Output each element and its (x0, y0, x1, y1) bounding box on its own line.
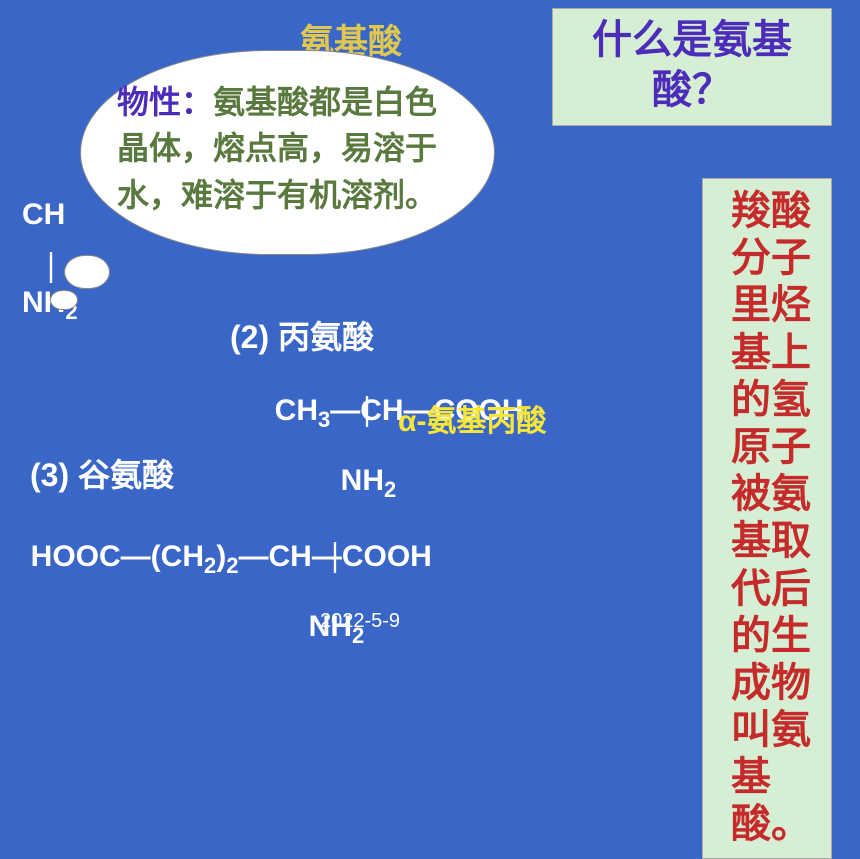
item2-nh2: NH2 (324, 424, 396, 499)
item2-alpha-label: α-氨基丙酸 (398, 396, 546, 440)
speech-bubble: 物性：氨基酸都是白色晶体，熔点高，易溶于水，难溶于有机溶剂。 (80, 50, 495, 255)
definition-box: 羧酸分子里烃基上的氢原子被氨基取代后的生成物叫氨基酸。 (702, 178, 832, 859)
slide-date: 2022-5-9 (320, 610, 400, 633)
item1-partial-formula: CH (22, 198, 65, 232)
item1-bond-vline: ｜ (36, 244, 66, 288)
question-box: 什么是氨基酸？ (552, 8, 832, 126)
bubble-lead: 物性： (117, 84, 213, 120)
item3-formula: HOOC—(CH2)2—CH—COOH (14, 500, 432, 575)
bubble-text: 物性：氨基酸都是白色晶体，熔点高，易溶于水，难溶于有机溶剂。 (117, 79, 458, 218)
item3-label: (3) 谷氨酸 (30, 450, 174, 496)
bubble-tail-1 (64, 255, 110, 289)
bubble-tail-2 (50, 290, 78, 310)
item2-label: (2) 丙氨酸 (230, 312, 374, 358)
item3-nh2: NH2 (292, 570, 364, 645)
